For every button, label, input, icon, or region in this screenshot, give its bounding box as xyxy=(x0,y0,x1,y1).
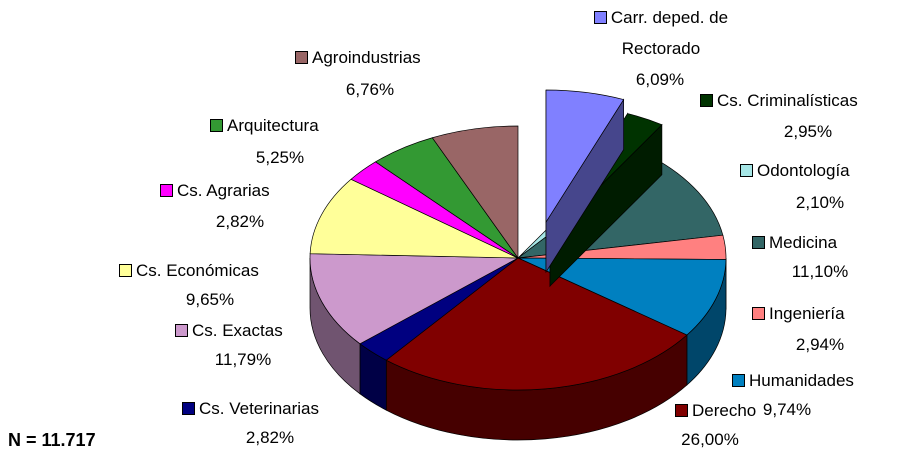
legend-swatch xyxy=(740,164,753,177)
category-name: Odontología xyxy=(757,161,850,180)
annotation: N = 11.717 xyxy=(8,430,96,450)
value-label: 26,00% xyxy=(681,430,739,449)
value-label: 2,94% xyxy=(795,335,845,354)
legend-swatch xyxy=(593,11,607,24)
legend-swatch xyxy=(752,307,765,320)
category-name: Derecho xyxy=(692,401,757,420)
value-label: 9,65% xyxy=(185,290,235,309)
legend-swatch xyxy=(182,402,195,415)
value-label: 11,10% xyxy=(791,262,849,281)
value-label: 9,74% xyxy=(762,400,812,419)
value-label: 6,09% xyxy=(635,70,685,89)
legend-label: Agroindustrias xyxy=(295,42,421,73)
value-label: 2,95% xyxy=(783,122,833,141)
value-label: 6,76% xyxy=(345,80,395,99)
legend-label: Cs. Veterinarias xyxy=(182,393,319,424)
legend-swatch xyxy=(675,404,688,417)
slice xyxy=(545,89,625,224)
category-name: Medicina xyxy=(769,233,838,252)
value-label: 2,82% xyxy=(245,428,295,447)
category-name: Cs. Exactas xyxy=(192,321,283,340)
category-name: Cs. Económicas xyxy=(136,261,259,280)
legend-swatch xyxy=(160,184,173,197)
legend-label: Cs. Económicas xyxy=(119,255,259,286)
value-label: 11,79% xyxy=(214,350,272,369)
legend-label: Odontología xyxy=(740,155,850,186)
value-label: 2,82% xyxy=(215,212,265,231)
legend-swatch xyxy=(752,236,765,249)
legend-label: Cs. Agrarias xyxy=(160,175,270,206)
legend-swatch xyxy=(175,324,188,337)
legend-swatch xyxy=(700,94,713,107)
legend-swatch xyxy=(295,51,308,64)
slice xyxy=(309,178,519,259)
legend-label: Carr. deped. de Rectorado xyxy=(566,2,756,64)
legend-label: Arquitectura xyxy=(210,110,319,141)
legend-swatch xyxy=(119,264,132,277)
legend-label: Derecho xyxy=(675,395,756,426)
legend-swatch xyxy=(210,119,223,132)
value-label: 2,10% xyxy=(795,193,845,212)
slice xyxy=(385,257,688,391)
slice xyxy=(309,253,520,345)
category-name: Agroindustrias xyxy=(312,48,421,67)
value-label: 5,25% xyxy=(255,148,305,167)
slice xyxy=(431,125,519,260)
category-name: Carr. deped. de Rectorado xyxy=(610,8,729,58)
category-name: Arquitectura xyxy=(227,116,319,135)
legend-label: Cs. Criminalísticas xyxy=(700,85,858,116)
category-name: Cs. Veterinarias xyxy=(199,399,319,418)
category-name: Ingeniería xyxy=(769,304,845,323)
category-name: Cs. Agrarias xyxy=(177,181,270,200)
legend-label: Ingeniería xyxy=(752,298,845,329)
legend-swatch xyxy=(732,374,745,387)
category-name: Cs. Criminalísticas xyxy=(717,91,858,110)
legend-label: Medicina xyxy=(752,227,837,258)
category-name: Humanidades xyxy=(749,371,854,390)
slice xyxy=(517,257,727,336)
legend-label: Humanidades xyxy=(732,365,854,396)
legend-label: Cs. Exactas xyxy=(175,315,283,346)
